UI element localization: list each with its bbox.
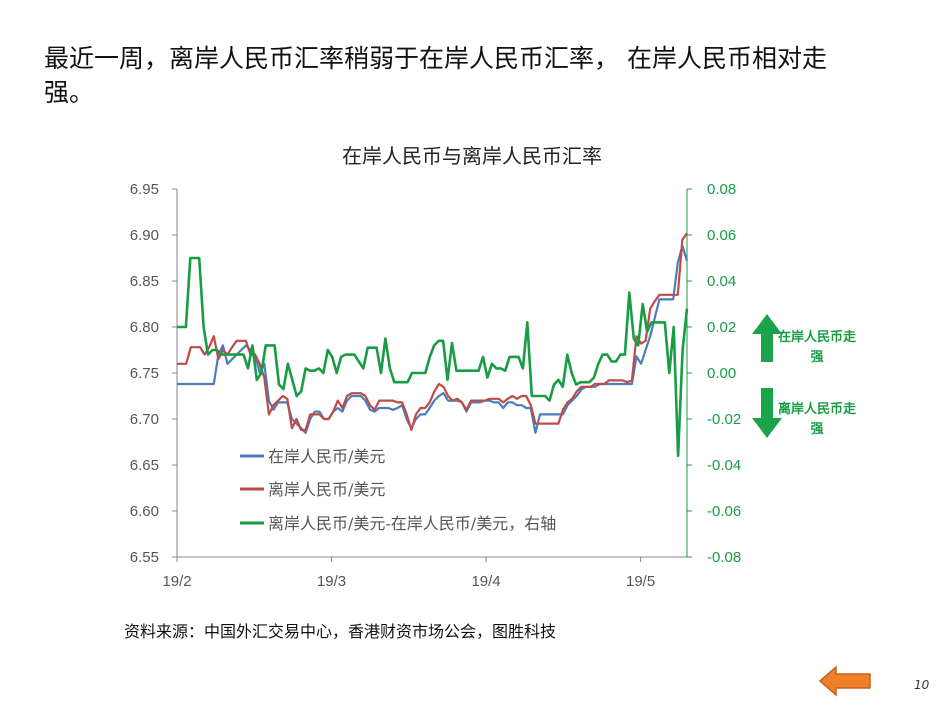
- back-button[interactable]: [818, 664, 872, 698]
- series-line-1: [177, 244, 689, 434]
- y2-tick-label: -0.06: [707, 503, 741, 520]
- y-tick-label: 6.70: [130, 411, 159, 428]
- y2-tick-label: 0.04: [707, 273, 736, 290]
- y2-tick-label: 0.00: [707, 365, 736, 382]
- y2-tick-label: -0.04: [707, 457, 741, 474]
- y2-tick-label: 0.02: [707, 319, 736, 336]
- y-tick-label: 6.85: [130, 273, 159, 290]
- annotation-offshore-stronger: 离岸人民币走强: [777, 402, 856, 437]
- y-tick-label: 6.65: [130, 457, 159, 474]
- series-line-2: [177, 232, 688, 432]
- x-tick-label: 19/4: [471, 573, 500, 590]
- x-tick-label: 19/2: [162, 573, 191, 590]
- annotation-onshore-stronger: 在岸人民币走强: [777, 330, 856, 365]
- y-tick-label: 6.75: [130, 365, 159, 382]
- y-tick-label: 6.90: [130, 227, 159, 244]
- data-source: 资料来源：中国外汇交易中心，香港财资市场公会，图胜科技: [124, 622, 557, 641]
- up-arrow-icon: [752, 314, 782, 362]
- x-tick-label: 19/3: [317, 573, 346, 590]
- legend-label-2: 离岸人民币/美元: [268, 480, 385, 499]
- chart-title: 在岸人民币与离岸人民币汇率: [342, 144, 602, 168]
- legend-label-3: 离岸人民币/美元-在岸人民币/美元，右轴: [268, 514, 556, 533]
- y2-tick-label: -0.02: [707, 411, 741, 428]
- y-tick-label: 6.95: [130, 181, 159, 198]
- y-tick-label: 6.60: [130, 503, 159, 520]
- x-tick-label: 19/5: [626, 573, 655, 590]
- down-arrow-icon: [752, 388, 782, 438]
- y2-tick-label: 0.08: [707, 181, 736, 198]
- page-number: 10: [914, 678, 930, 692]
- y2-tick-label: -0.08: [707, 549, 741, 566]
- left-arrow-icon: [818, 665, 871, 697]
- series-line-3: [177, 256, 689, 458]
- y-tick-label: 6.80: [130, 319, 159, 336]
- legend-label-1: 在岸人民币/美元: [268, 447, 385, 466]
- y-tick-label: 6.55: [130, 549, 159, 566]
- y2-tick-label: 0.06: [707, 227, 736, 244]
- headline: 最近一周，离岸人民币汇率稍弱于在岸人民币汇率， 在岸人民币相对走强。: [44, 44, 827, 107]
